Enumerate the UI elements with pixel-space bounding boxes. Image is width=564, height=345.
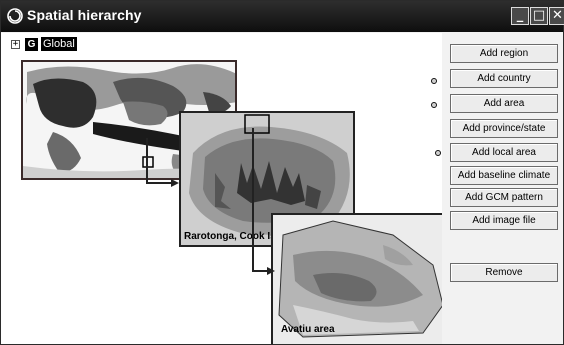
remove-button[interactable]: Remove [450,263,558,282]
hierarchy-tree-view[interactable]: + G Global [1,33,443,344]
island-map-graphic [181,113,353,245]
arrow-head-icon [171,179,179,187]
level-indicator-dot [431,102,437,108]
add-region-button[interactable]: Add region [450,44,558,63]
maximize-button[interactable]: □ [530,7,548,25]
window-title: Spatial hierarchy [27,7,142,23]
avatiu-caption: Avatiu area [281,324,335,335]
actions-panel: Add region Add country Add area Add prov… [442,33,563,344]
add-gcm-pattern-button[interactable]: Add GCM pattern [450,188,558,207]
add-area-button[interactable]: Add area [450,94,558,113]
arrow-head-icon [267,267,275,275]
close-button[interactable]: ✕ [549,7,564,25]
app-swirl-icon [7,8,23,24]
tree-node-icon: G [25,38,38,51]
maximize-icon: □ [532,8,546,23]
level-indicator-dot [431,78,437,84]
title-bar[interactable]: Spatial hierarchy _ □ ✕ [1,1,564,32]
tree-node-global[interactable]: Global [41,37,77,51]
level-indicator-dot [435,150,441,156]
add-baseline-climate-button[interactable]: Add baseline climate [450,166,558,185]
add-local-area-button[interactable]: Add local area [450,143,558,162]
local-area-map-graphic [273,215,443,344]
minimize-button[interactable]: _ [511,7,529,25]
avatiu-map-image: Avatiu area [271,213,443,344]
add-country-button[interactable]: Add country [450,69,558,88]
close-icon: ✕ [552,8,563,23]
add-province-state-button[interactable]: Add province/state [450,119,558,138]
minimize-icon: _ [516,8,524,23]
hierarchy-connector-arrows [146,128,275,275]
rarotonga-map-image: Rarotonga, Cook Is [179,111,355,247]
tree-expand-icon[interactable]: + [11,39,20,49]
rarotonga-caption: Rarotonga, Cook Is [184,231,276,242]
add-image-file-button[interactable]: Add image file [450,211,558,230]
